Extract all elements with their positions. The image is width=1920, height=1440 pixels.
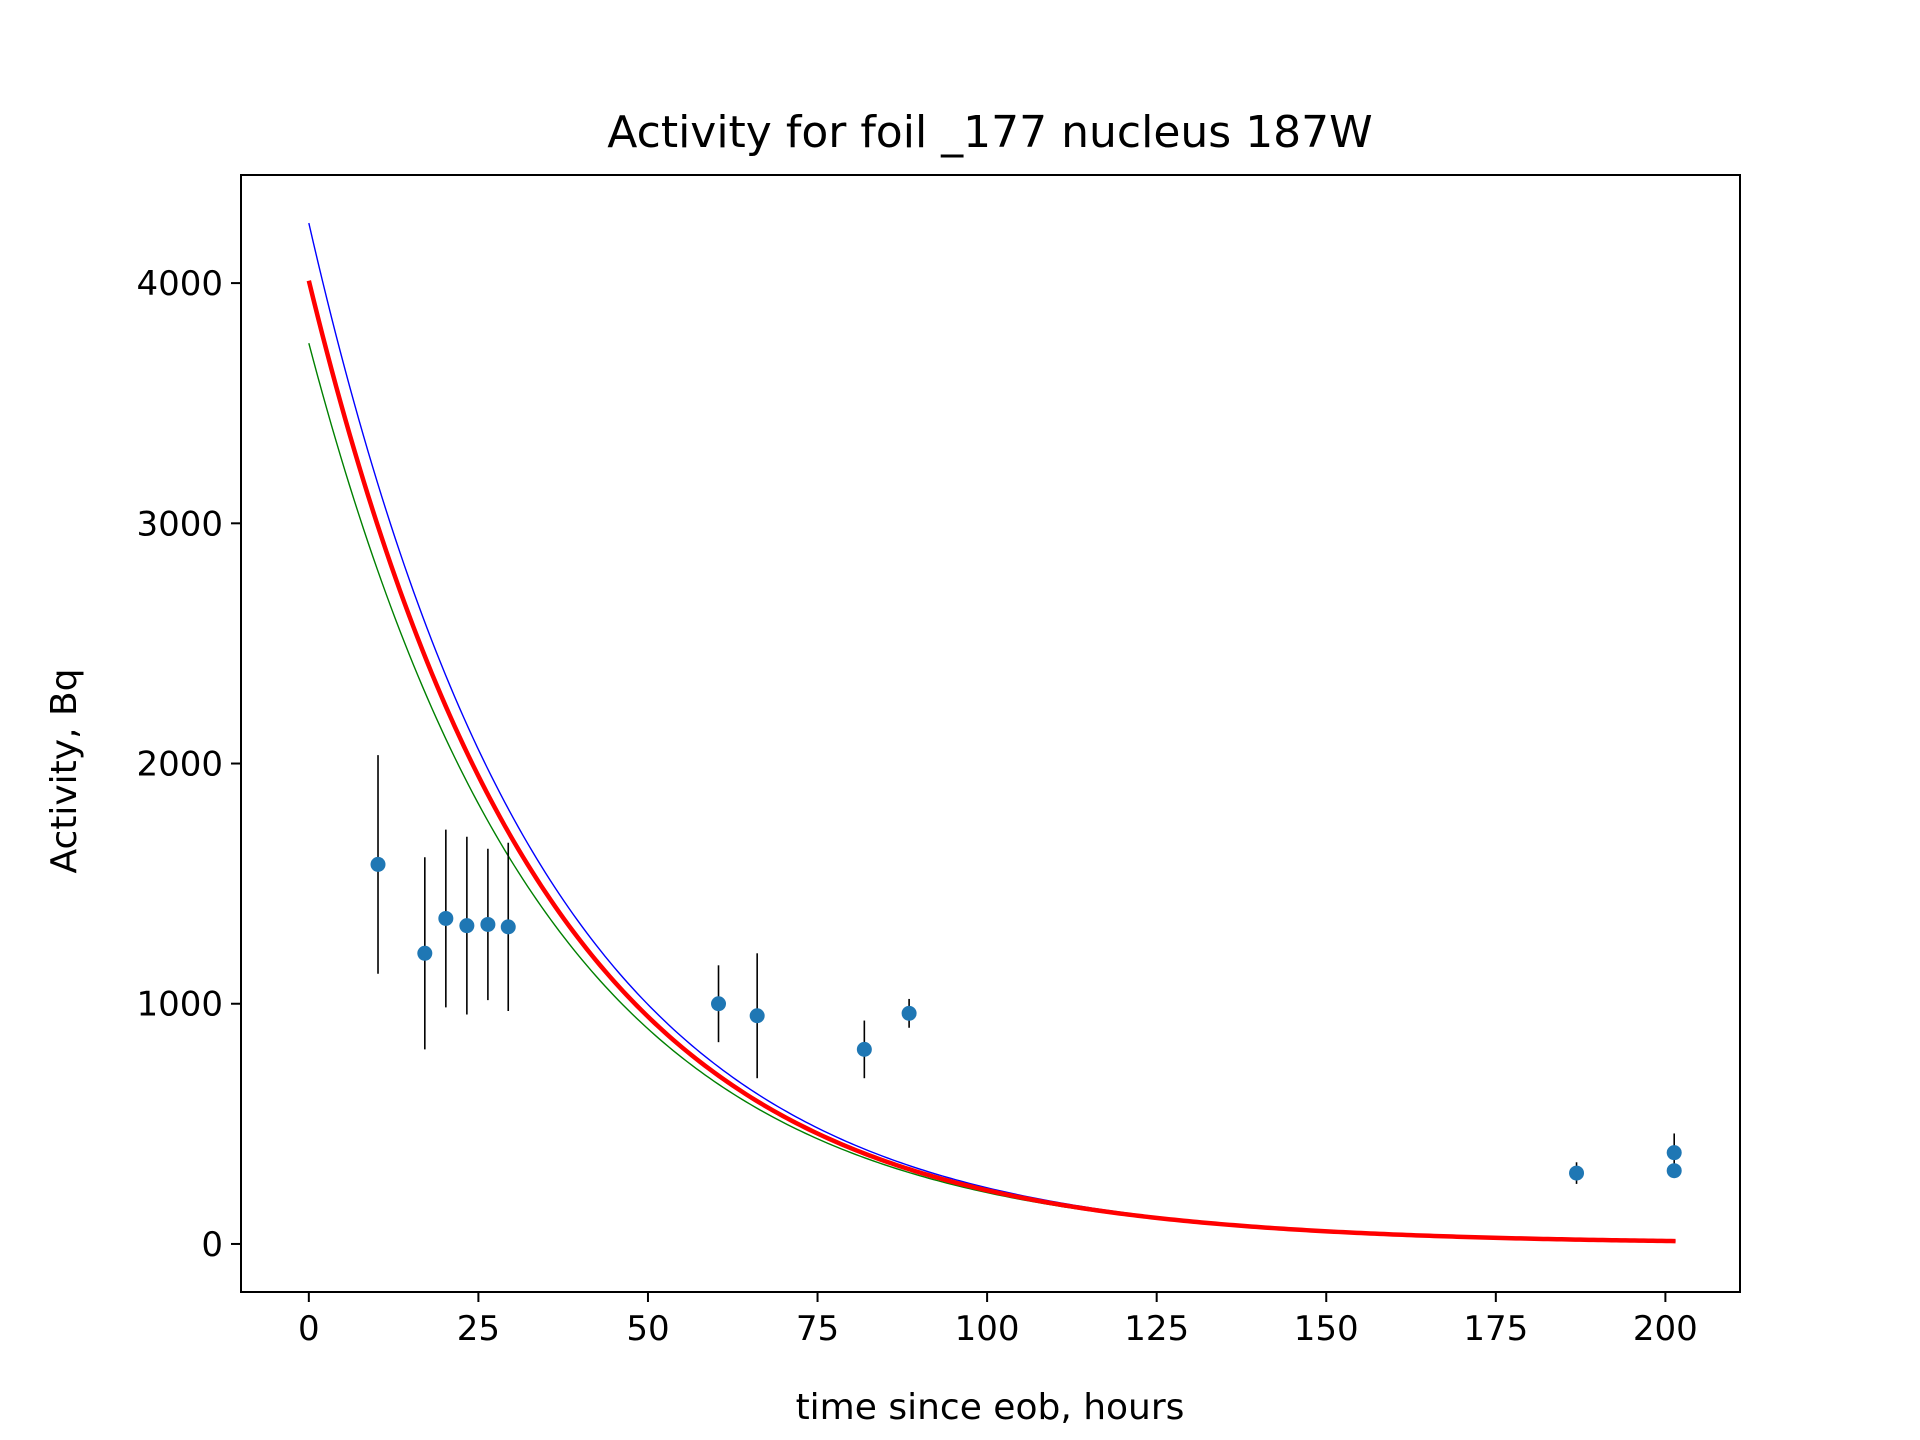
x-tick-label: 75 xyxy=(796,1309,839,1349)
data-point xyxy=(500,919,516,935)
data-point xyxy=(1666,1163,1682,1179)
axes-frame xyxy=(240,174,1741,1293)
data-point xyxy=(370,856,386,872)
data-point xyxy=(480,916,496,932)
data-point xyxy=(1666,1145,1682,1161)
x-tick-label: 100 xyxy=(955,1309,1020,1349)
data-point xyxy=(749,1008,765,1024)
x-tick-label: 125 xyxy=(1124,1309,1189,1349)
chart-title: Activity for foil _177 nucleus 187W xyxy=(607,107,1372,158)
y-tick-label: 0 xyxy=(201,1225,223,1265)
x-tick-label: 175 xyxy=(1463,1309,1528,1349)
data-point xyxy=(417,945,433,961)
x-tick-label: 25 xyxy=(457,1309,500,1349)
data-point xyxy=(711,996,727,1012)
x-tick-label: 0 xyxy=(298,1309,320,1349)
curve-lower xyxy=(308,342,1676,1242)
data-point xyxy=(856,1041,872,1057)
x-tick-label: 50 xyxy=(626,1309,669,1349)
curve-upper xyxy=(308,222,1676,1242)
curve-fit xyxy=(306,280,1676,1244)
data-point xyxy=(1569,1165,1585,1181)
x-tick-label: 150 xyxy=(1294,1309,1359,1349)
data-point xyxy=(438,910,454,926)
y-tick-label: 4000 xyxy=(136,264,223,304)
y-axis-label: Activity, Bq xyxy=(44,668,85,873)
y-tick-label: 1000 xyxy=(136,985,223,1025)
y-tick-label: 2000 xyxy=(136,745,223,785)
data-point xyxy=(901,1005,917,1021)
y-tick-label: 3000 xyxy=(136,504,223,544)
x-axis-label: time since eob, hours xyxy=(796,1387,1185,1428)
x-tick-label: 200 xyxy=(1633,1309,1698,1349)
data-point xyxy=(459,918,475,934)
